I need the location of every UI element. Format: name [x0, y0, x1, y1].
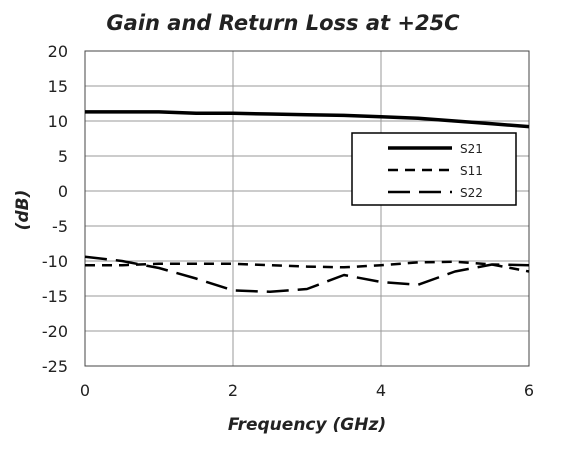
series-line-s21 — [85, 110, 530, 129]
legend-box — [351, 132, 517, 206]
x-axis-label: Frequency (GHz) — [228, 415, 386, 435]
legend: S21 S11 S22 — [351, 132, 517, 206]
y-tick-label: 20 — [48, 42, 68, 61]
tick-labels: 20 15 10 5 0 -5 -10 -15 -20 -25 0 2 4 6 — [42, 42, 534, 400]
legend-label-s21: S21 — [460, 142, 483, 156]
plot-area-frame — [84, 50, 530, 367]
y-tick-label: -10 — [42, 252, 68, 271]
y-tick-label: 0 — [58, 182, 68, 201]
series-layer — [84, 110, 530, 294]
y-tick-label: 5 — [58, 147, 68, 166]
legend-entries: S21 S11 S22 — [388, 142, 483, 200]
y-tick-label: -20 — [42, 322, 68, 341]
x-tick-label: 4 — [376, 381, 386, 400]
series-line-s11 — [85, 260, 530, 273]
legend-label-s22: S22 — [460, 186, 483, 200]
legend-label-s11: S11 — [460, 164, 483, 178]
y-tick-label: -15 — [42, 287, 68, 306]
series-line-s22 — [84, 255, 530, 294]
x-tick-label: 6 — [524, 381, 534, 400]
y-tick-label: 10 — [48, 112, 68, 131]
y-axis-label: (dB) — [13, 190, 33, 231]
chart-title: Gain and Return Loss at +25C — [106, 11, 460, 35]
y-tick-label: 15 — [48, 77, 68, 96]
y-tick-label: -25 — [42, 357, 68, 376]
grid-lines — [84, 50, 530, 367]
x-tick-label: 2 — [228, 381, 238, 400]
y-tick-label: -5 — [52, 217, 68, 236]
x-tick-label: 0 — [80, 381, 90, 400]
